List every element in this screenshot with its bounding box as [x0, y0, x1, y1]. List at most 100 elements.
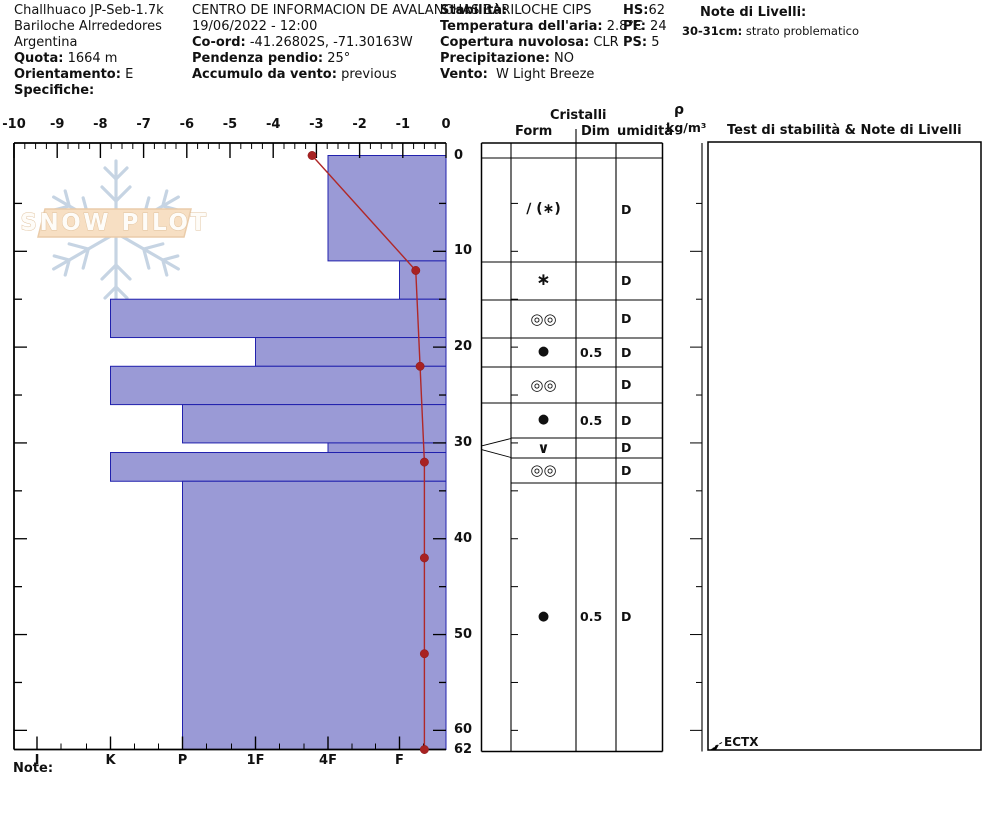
cristalli-header: Cristalli [550, 108, 607, 123]
snowflake-arm-segment [100, 185, 118, 203]
depth-tick-label: 0 [454, 147, 464, 163]
wetness-value: D [621, 412, 632, 428]
air-temp-line: Temperatura dell'aria: 2.8°C [440, 19, 643, 35]
level-note-text: strato problematico [745, 24, 860, 38]
snowflake-arm-segment [142, 242, 165, 251]
flag-leader-line-upper [481, 438, 512, 447]
snowflake-arm-segment [161, 258, 169, 277]
flag-leader-line-lower [481, 449, 512, 458]
wetness-value: D [621, 202, 632, 217]
pit-region: Bariloche Alrrededores [14, 19, 162, 34]
header-conditions-block: Stabilità: Temperatura dell'aria: 2.8°C … [440, 3, 643, 83]
wetness-value: D [621, 344, 632, 360]
temperature-point-22cm [415, 361, 425, 371]
ps-line: PS: 5 [623, 35, 667, 51]
accumulo-value: previous [341, 67, 397, 82]
orientamento-label: Orientamento: [14, 67, 121, 82]
grain-form-symbol: ● [537, 609, 550, 625]
snowflake-arm-segment [52, 231, 118, 271]
layer-bar-26-30cm [182, 404, 447, 444]
temperature-point-12cm [411, 266, 421, 275]
temperature-point-0cm [307, 151, 317, 160]
org-title: CENTRO DE INFORMACION DE AVALANCHAS BARI… [192, 3, 592, 18]
stability-test-box [707, 141, 982, 751]
hardness-tick-label: 4F [319, 753, 337, 768]
wetness-value: D [621, 440, 632, 455]
depth-tick-label: 30 [454, 434, 473, 450]
pit-name: Challhuaco JP-Seb-1.7k [14, 3, 164, 18]
precip-value: NO [554, 51, 574, 66]
hardness-tick-label: 1F [246, 753, 265, 768]
wetness-value: D [621, 273, 632, 288]
quota-label: Quota: [14, 51, 64, 66]
ectx-arrowhead [710, 744, 719, 750]
pit-country: Argentina [14, 35, 78, 50]
grain-form-symbol: ∨ [537, 438, 550, 457]
sky-cover-value: CLR [593, 35, 619, 50]
snowflake-arm [52, 231, 118, 277]
air-temp-label: Temperatura dell'aria: [440, 19, 603, 34]
grain-form-symbol: ◎◎ [530, 461, 557, 480]
header-snowpack-block: HS:62 PF: 24 PS: 5 [623, 3, 667, 51]
temperature-point-42cm [419, 553, 429, 563]
umidita-column-header: umidità [617, 124, 674, 139]
wetness-value: D [621, 311, 632, 326]
snowflake-arm-segment [114, 166, 129, 181]
depth-tick-label: 20 [454, 339, 473, 355]
snowflake-arm-segment [52, 254, 71, 262]
wetness-value: D [621, 377, 632, 392]
temp-tick-label: -2 [352, 117, 367, 132]
hardness-tick-label: I [34, 753, 40, 768]
sky-cover-label: Copertura nuvolosa: [440, 35, 590, 50]
level-notes-title: Note di Livelli: [700, 5, 807, 20]
wind-label: Vento: [440, 67, 488, 82]
depth-tick-label: 62 [454, 741, 473, 757]
wetness-value: D [621, 462, 632, 478]
snowflake-arm-segment [114, 185, 132, 203]
sky-cover-line: Copertura nuvolosa: CLR [440, 35, 643, 51]
specifiche-label: Specifiche: [14, 83, 95, 98]
temp-tick-label: -6 [179, 117, 195, 132]
orientamento-value: E [125, 67, 134, 82]
ps-label: PS: [623, 35, 648, 50]
wind-value: W Light Breeze [496, 67, 595, 82]
pendenza-line: Pendenza pendio: 25° [192, 51, 591, 67]
grain-form-symbol: ∕ (∗) [526, 201, 561, 218]
snowflake-arm-segment [103, 285, 118, 300]
header-center-block: CENTRO DE INFORMACION DE AVALANCHAS BARI… [192, 3, 591, 83]
temperature-point-52cm [419, 649, 429, 659]
snowflake-arm-segment [81, 247, 90, 270]
stabilita-line: Stabilità: [440, 3, 643, 19]
pendenza-value: 25° [327, 51, 351, 66]
density-symbol-header: ρ [674, 102, 685, 118]
pendenza-label: Pendenza pendio: [192, 51, 324, 66]
layer-bar-34-62cm [182, 480, 447, 751]
hs-line: HS:62 [623, 3, 667, 19]
grain-size-value: 0.5 [580, 412, 603, 428]
header-location-block: Challhuaco JP-Seb-1.7k Bariloche Alrrede… [14, 3, 164, 99]
grain-size-value: 0.5 [580, 344, 603, 360]
layer-bar-15-19cm [110, 298, 447, 339]
hs-value: 62 [648, 3, 665, 18]
pf-value: 24 [650, 19, 667, 34]
depth-tick-label: 10 [454, 243, 473, 259]
depth-tick-label: 40 [454, 530, 473, 546]
ps-value: 5 [651, 35, 660, 50]
quota-value: 1664 m [67, 51, 118, 66]
temp-tick-label: -3 [309, 117, 324, 132]
snowflake-arm-segment [63, 258, 71, 277]
temp-tick-label: -4 [265, 117, 281, 132]
ectx-arrow-line [712, 742, 723, 748]
temp-tick-label: -8 [93, 117, 108, 132]
depth-tick-label: 60 [454, 722, 473, 738]
snowflake-arm-segment [114, 231, 180, 271]
stability-test-header: Test di stabilità & Note di Livelli [727, 123, 962, 138]
hardness-tick-label: P [177, 753, 188, 768]
layer-bar-31-34cm [110, 452, 447, 482]
grain-form-symbol: ● [537, 344, 550, 360]
temp-tick-label: -9 [49, 117, 65, 132]
grain-form-symbol: ● [537, 412, 550, 428]
stabilita-label: Stabilità: [440, 3, 508, 18]
logo-banner [37, 208, 192, 238]
